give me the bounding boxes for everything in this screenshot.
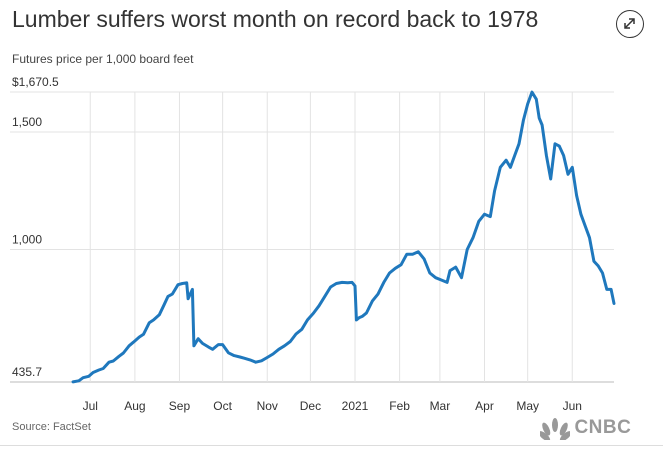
expand-button[interactable] bbox=[616, 10, 644, 38]
x-tick-label: Dec bbox=[300, 399, 321, 413]
cnbc-logo: CNBC bbox=[538, 417, 632, 442]
x-tick-label: Jun bbox=[563, 399, 582, 413]
y-tick-label: 1,000 bbox=[12, 232, 42, 246]
x-tick-label: Oct bbox=[213, 399, 232, 413]
line-chart: $1,670.5 1,500 1,000 435.7 Jul Aug Sep Oct Nov D… bbox=[10, 75, 616, 413]
y-tick-label: 435.7 bbox=[12, 365, 42, 379]
chart-subtitle: Futures price per 1,000 board feet bbox=[12, 52, 194, 66]
y-tick-label: $1,670.5 bbox=[12, 75, 59, 89]
x-tick-label: May bbox=[516, 399, 539, 413]
source-note: Source: FactSet bbox=[12, 421, 91, 433]
y-tick-label: 1,500 bbox=[12, 115, 42, 129]
series-line bbox=[71, 90, 616, 384]
logo-text: CNBC bbox=[574, 417, 632, 438]
bottom-divider bbox=[0, 445, 663, 446]
chart-title: Lumber suffers worst month on record bac… bbox=[12, 6, 539, 32]
x-tick-label: Nov bbox=[257, 399, 278, 413]
x-tick-label: Mar bbox=[430, 399, 451, 413]
x-tick-label: Jul bbox=[83, 399, 98, 413]
x-tick-label: Sep bbox=[169, 399, 191, 413]
nbc-peacock-icon bbox=[538, 417, 572, 442]
expand-arrows-icon bbox=[624, 18, 635, 29]
x-tick-label: 2021 bbox=[342, 399, 369, 413]
x-tick-label: Apr bbox=[475, 399, 494, 413]
x-tick-label: Aug bbox=[124, 399, 145, 413]
x-tick-label: Feb bbox=[389, 399, 410, 413]
